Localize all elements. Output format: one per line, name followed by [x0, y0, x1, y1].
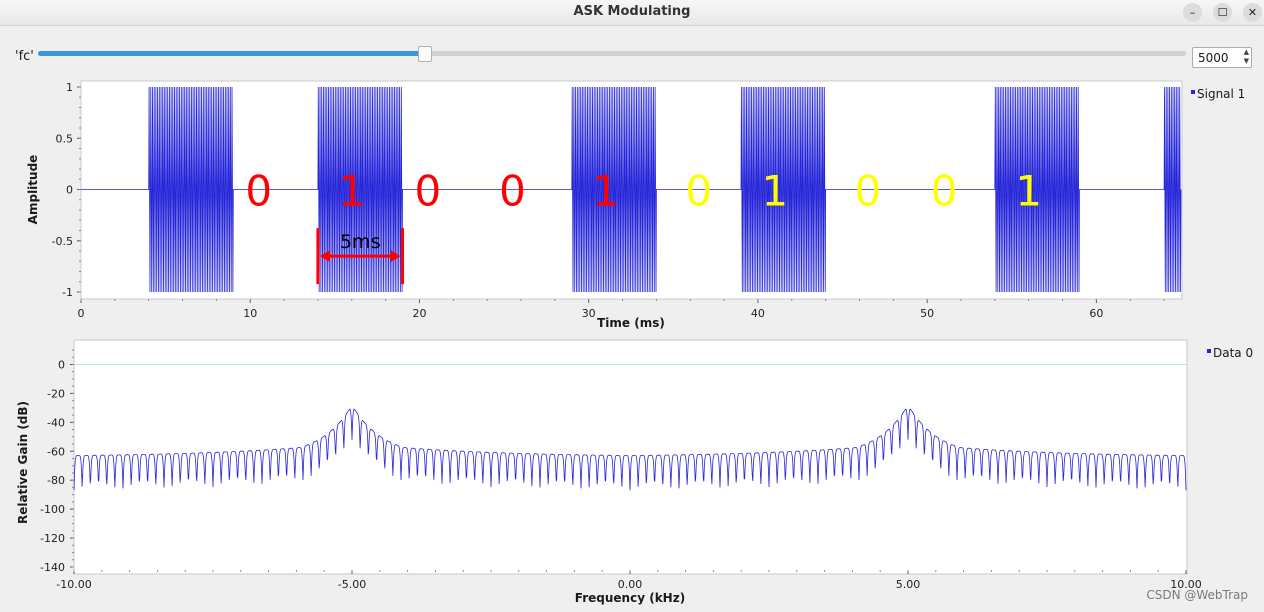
x-axis-label: Frequency (kHz) [575, 591, 685, 605]
y-tick-label: -60 [47, 445, 65, 458]
bit-label: 1 [761, 167, 788, 216]
legend-signal-1: Signal 1 [1197, 87, 1245, 101]
y-tick-label: -40 [47, 416, 65, 429]
bit-label: 0 [855, 167, 882, 216]
fc-slider[interactable] [38, 46, 1186, 62]
y-tick-label: 0 [58, 358, 65, 371]
spin-arrows-icon[interactable]: ▲ ▼ [1243, 48, 1249, 65]
bit-label: 0 [499, 167, 526, 216]
fc-label: 'fc' [15, 49, 34, 64]
y-axis-label: Relative Gain (dB) [16, 401, 30, 524]
bit-label: 1 [1015, 167, 1042, 216]
x-tick-label: 10.00 [1170, 578, 1202, 591]
x-tick-label: 30 [582, 307, 596, 320]
legend-data-0: Data 0 [1213, 346, 1253, 360]
x-tick-label: -5.00 [338, 578, 366, 591]
frequency-domain-plot: 0 -20 -40 -60 -80 -100 -120 -140 -10.00 -5.00 0.00… [16, 339, 1253, 605]
annotation-arrow-left-icon [319, 250, 330, 263]
x-tick-label: 5.00 [896, 578, 921, 591]
y-tick-label: 0 [66, 184, 73, 197]
legend-swatch-data-0 [1207, 349, 1211, 353]
x-tick-label: 20 [412, 307, 426, 320]
bit-label: 0 [245, 167, 272, 216]
fc-slider-handle[interactable] [417, 46, 432, 62]
y-tick-label: -120 [40, 532, 65, 545]
watermark: CSDN @WebTrap [1146, 588, 1248, 602]
bit-label: 1 [338, 167, 365, 216]
close-button[interactable]: ✕ [1243, 3, 1262, 22]
x-axis-label: Time (ms) [597, 316, 665, 330]
x-tick-label: 0.00 [618, 578, 643, 591]
x-tick-label: -10.00 [56, 578, 91, 591]
y-tick-label: -1 [62, 286, 73, 299]
bit-label: 0 [685, 167, 712, 216]
y-tick-label: -140 [40, 561, 65, 574]
x-tick-label: 50 [920, 307, 934, 320]
bit-label: 0 [415, 167, 442, 216]
bit-label: 1 [592, 167, 619, 216]
freq-plot-area [73, 339, 1188, 575]
y-tick-label: -0.5 [52, 235, 73, 248]
window-title: ASK Modulating [573, 4, 691, 19]
y-tick-label: -80 [47, 474, 65, 487]
fc-slider-fill [38, 51, 424, 56]
annotation-label: 5ms [340, 231, 381, 253]
fc-spinbox[interactable]: 5000 ▲ ▼ [1192, 47, 1252, 68]
annotation-arrow-right-icon [390, 250, 401, 263]
x-tick-label: 10 [243, 307, 257, 320]
y-tick-label: 1 [66, 81, 73, 94]
x-tick-label: 40 [751, 307, 765, 320]
y-tick-label: -100 [40, 503, 65, 516]
title-bar: ASK Modulating – ☐ ✕ [0, 0, 1264, 26]
maximize-button[interactable]: ☐ [1213, 3, 1232, 22]
x-tick-label: 60 [1089, 307, 1103, 320]
bit-label: 0 [931, 167, 958, 216]
y-tick-label: 0.5 [56, 132, 74, 145]
ask-signal-trace [81, 86, 1182, 293]
minimize-button[interactable]: – [1183, 3, 1202, 22]
x-tick-label: 0 [78, 307, 85, 320]
y-tick-label: -20 [47, 387, 65, 400]
y-axis-label: Amplitude [26, 155, 40, 225]
fc-value: 5000 [1198, 51, 1229, 65]
spectrum-trace [73, 408, 1187, 491]
legend-swatch-signal-1 [1191, 90, 1195, 94]
